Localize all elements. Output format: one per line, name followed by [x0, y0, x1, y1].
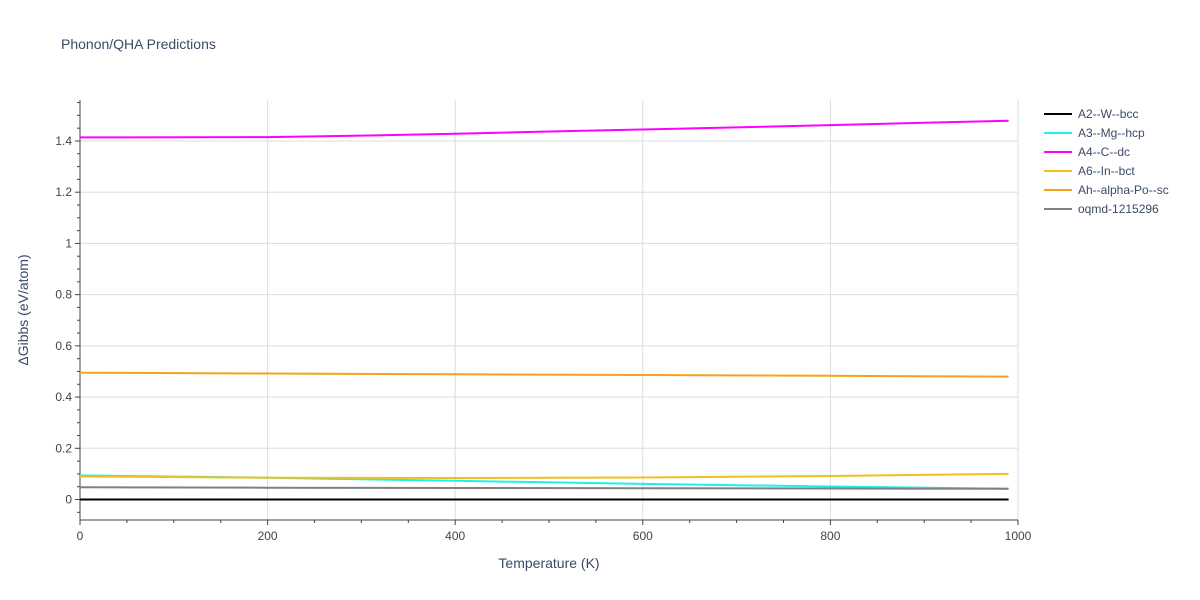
legend-item-a3-mg-hcp[interactable]: A3--Mg--hcp	[1044, 126, 1145, 140]
grid-layer	[80, 100, 1019, 520]
y-tick-label: 0	[65, 493, 72, 507]
y-tick-label: 0.6	[55, 339, 72, 353]
x-tick-label: 600	[633, 529, 653, 543]
series-line-a4-c-dc	[79, 119, 1009, 139]
series-line-oqmd-1215296	[79, 486, 1009, 490]
x-tick-labels: 0 200 400 600 800 1000	[77, 529, 1032, 543]
legend-item-a2-w-bcc[interactable]: A2--W--bcc	[1044, 107, 1138, 121]
series-line-ah-alpha-po-sc	[79, 371, 1009, 378]
legend-label: Ah--alpha-Po--sc	[1078, 183, 1169, 197]
y-tick-label: 0.2	[55, 441, 72, 455]
series-layer	[79, 119, 1009, 501]
axis-layer	[75, 100, 1019, 525]
y-axis-title: ΔGibbs (eV/atom)	[15, 254, 31, 365]
x-tick-label: 0	[77, 529, 84, 543]
legend-label: A6--In--bct	[1078, 164, 1135, 178]
legend-label: A4--C--dc	[1078, 145, 1130, 159]
y-tick-label: 0.4	[55, 390, 72, 404]
x-tick-label: 800	[820, 529, 840, 543]
x-tick-label: 1000	[1005, 529, 1032, 543]
y-tick-label: 1.2	[55, 185, 72, 199]
x-tick-label: 400	[445, 529, 465, 543]
legend-item-oqmd-1215296[interactable]: oqmd-1215296	[1044, 202, 1159, 216]
legend-label: oqmd-1215296	[1078, 202, 1159, 216]
legend-label: A3--Mg--hcp	[1078, 126, 1145, 140]
x-axis-title: Temperature (K)	[498, 555, 599, 571]
y-tick-label: 1.4	[55, 134, 72, 148]
chart-title: Phonon/QHA Predictions	[61, 36, 216, 52]
x-tick-label: 200	[258, 529, 278, 543]
series-line-a6-in-bct	[79, 472, 1009, 479]
legend[interactable]: A2--W--bcc A3--Mg--hcp A4--C--dc A6--In--bc…	[1044, 107, 1169, 216]
legend-item-ah-alpha-po-sc[interactable]: Ah--alpha-Po--sc	[1044, 183, 1169, 197]
legend-item-a4-c-dc[interactable]: A4--C--dc	[1044, 145, 1130, 159]
legend-item-a6-in-bct[interactable]: A6--In--bct	[1044, 164, 1135, 178]
y-tick-labels: 0 0.2 0.4 0.6 0.8 1 1.2 1.4	[55, 134, 72, 507]
y-tick-label: 0.8	[55, 288, 72, 302]
y-tick-label: 1	[65, 236, 72, 250]
legend-label: A2--W--bcc	[1078, 107, 1138, 121]
